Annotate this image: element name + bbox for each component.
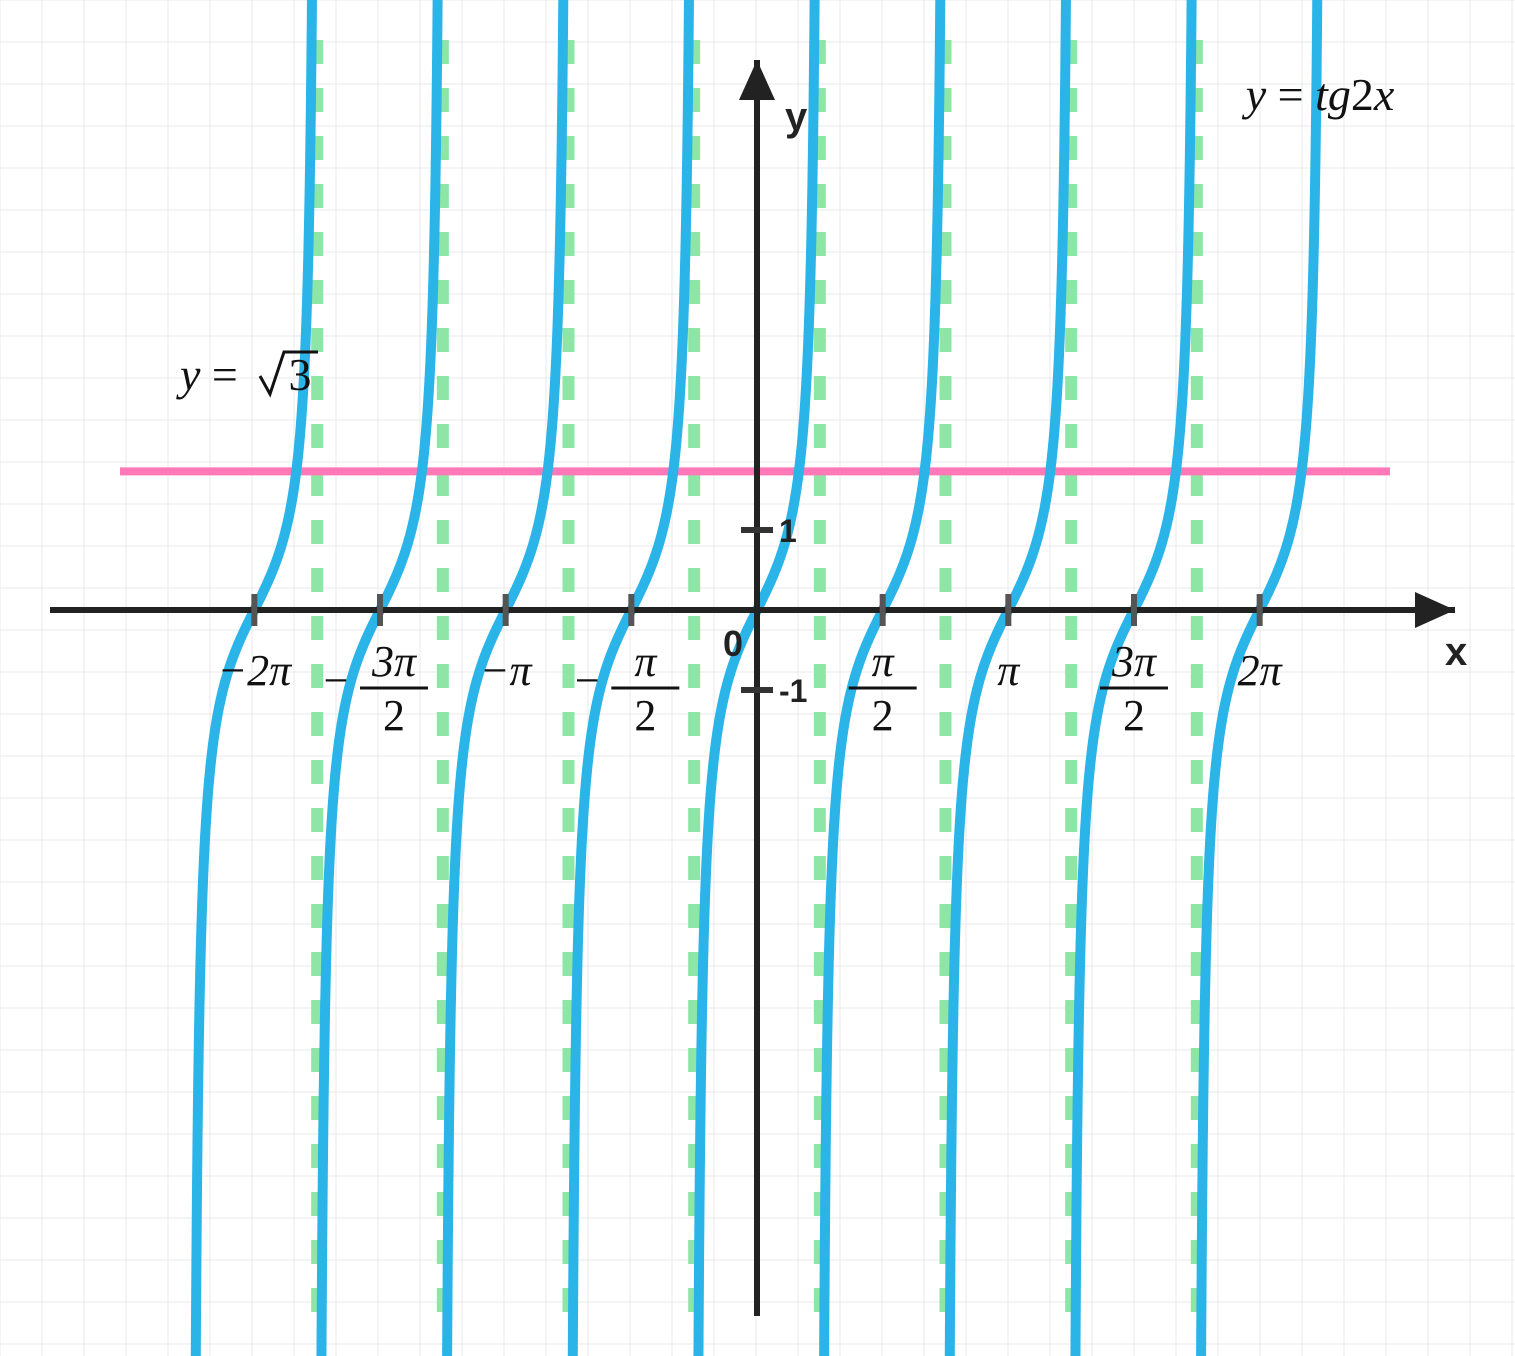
x-tick-label: −π bbox=[480, 646, 534, 695]
hline-label: y = 3 bbox=[176, 349, 318, 400]
frac-num: 3π bbox=[371, 637, 418, 686]
function-title: y = tg2x bbox=[1242, 69, 1395, 120]
frac-num: π bbox=[872, 637, 896, 686]
frac-num: 3π bbox=[1111, 637, 1158, 686]
y-tick-label: 1 bbox=[779, 513, 797, 549]
x-axis-label: x bbox=[1445, 630, 1467, 674]
x-tick-label: 2π bbox=[1238, 646, 1284, 695]
y-axis-label: y bbox=[785, 95, 808, 139]
chart-svg: yx01-1−2π−3π2−π−π2π2π3π22πy = tg2xy = 3 bbox=[0, 0, 1515, 1356]
x-tick-label: −2π bbox=[217, 646, 293, 695]
x-arrow bbox=[1415, 592, 1455, 628]
chart-container: yx01-1−2π−3π2−π−π2π2π3π22πy = tg2xy = 3 bbox=[0, 0, 1515, 1356]
radical-arg: 3 bbox=[289, 349, 312, 400]
function-title-text: y = tg2x bbox=[1242, 69, 1395, 120]
origin-label: 0 bbox=[723, 623, 743, 664]
minus-sign: − bbox=[324, 656, 349, 705]
frac-den: 2 bbox=[872, 691, 894, 740]
y-tick-label: -1 bbox=[779, 673, 807, 709]
hline-label-text: y = bbox=[176, 349, 238, 400]
frac-den: 2 bbox=[634, 691, 656, 740]
y-arrow bbox=[739, 60, 775, 100]
x-tick-label: π bbox=[997, 646, 1021, 695]
frac-num: π bbox=[634, 637, 658, 686]
minus-sign: − bbox=[575, 656, 600, 705]
frac-den: 2 bbox=[383, 691, 405, 740]
frac-den: 2 bbox=[1123, 691, 1145, 740]
